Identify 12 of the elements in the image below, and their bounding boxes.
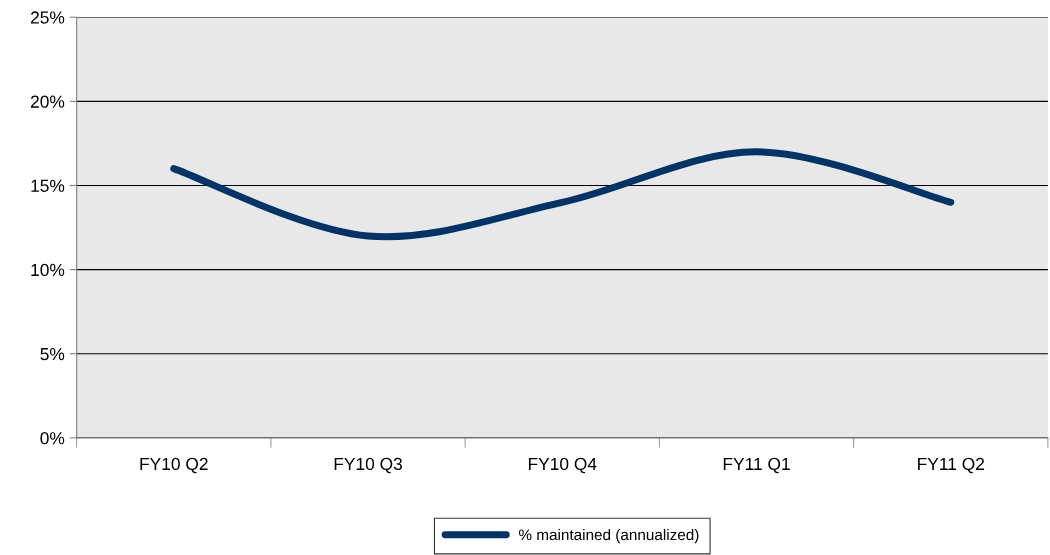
x-tick-label: FY10 Q4 xyxy=(528,457,597,474)
legend-label: % maintained (annualized) xyxy=(519,528,699,544)
x-tick-label: FY10 Q3 xyxy=(334,457,402,474)
y-tick-label: 20% xyxy=(30,95,65,108)
x-tick-label: FY11 Q1 xyxy=(723,457,790,474)
y-tick-label: 10% xyxy=(31,263,65,277)
y-tick-label: 5% xyxy=(40,348,65,361)
y-tick-label: 0% xyxy=(40,432,65,445)
y-tick-label: 15% xyxy=(31,179,65,192)
x-tick-label: FY11 Q2 xyxy=(918,457,984,474)
y-tick-label: 25% xyxy=(30,11,65,24)
x-tick-label: FY10 Q2 xyxy=(140,457,208,474)
